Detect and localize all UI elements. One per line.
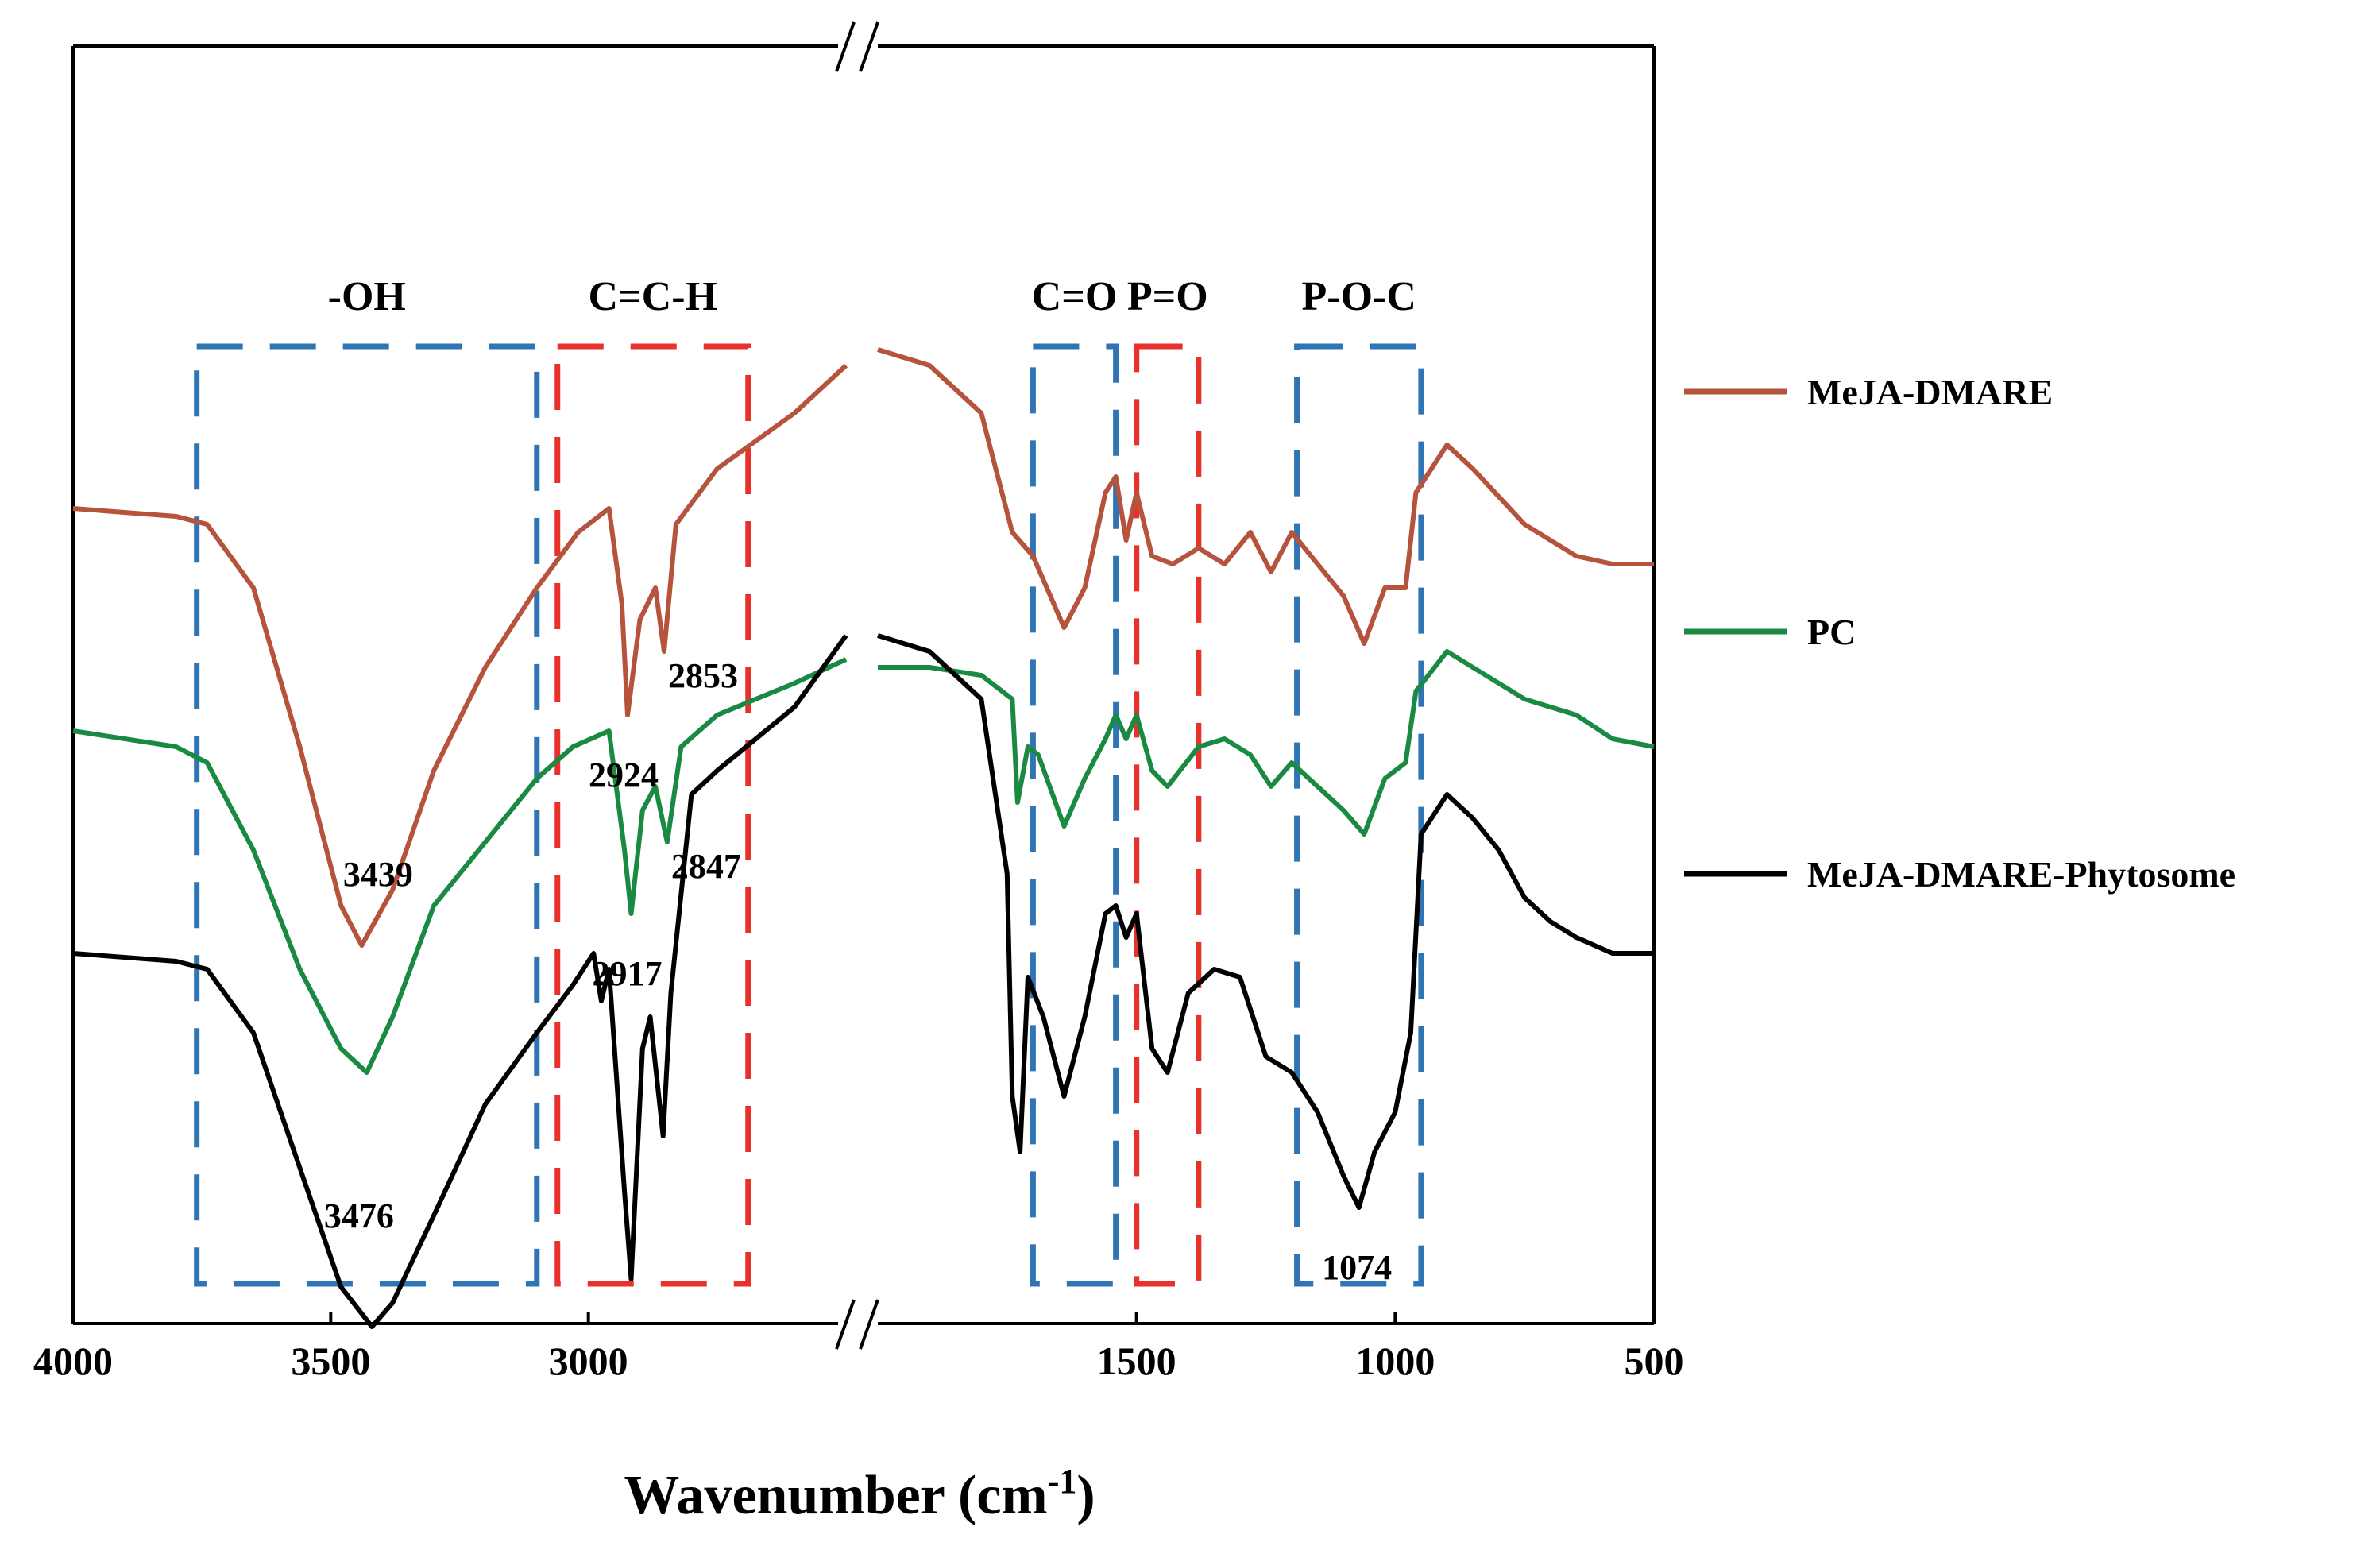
region-box-4 xyxy=(1294,343,1424,1287)
x-tick-label-1: 3500 xyxy=(291,1339,370,1383)
x-axis-label-close: ) xyxy=(1076,1465,1095,1526)
series-line-1-left xyxy=(72,657,848,1075)
axis-break-marks xyxy=(835,21,879,1350)
legend: MeJA-DMARE PC MeJA-DMARE-Phytosome xyxy=(1684,372,2235,895)
x-tick-label-0: 4000 xyxy=(33,1339,113,1383)
break-mark-bottom-1 xyxy=(835,1299,856,1350)
x-axis-label-sup: -1 xyxy=(1048,1462,1077,1501)
region-box-1 xyxy=(554,343,751,1287)
region-box-3 xyxy=(1134,343,1202,1287)
region-label-4: P-O-C xyxy=(1302,274,1416,319)
plot-frame xyxy=(71,44,1656,1325)
spectra xyxy=(72,347,1655,1329)
x-tick-label-4: 1000 xyxy=(1355,1339,1435,1383)
legend-label-0: MeJA-DMARE xyxy=(1807,372,2053,412)
x-tick-label-3: 1500 xyxy=(1097,1339,1176,1383)
x-axis-label-main: Wavenumber (cm xyxy=(624,1465,1047,1526)
peak-labels: 3439 2924 2853 2917 2847 3476 1074 xyxy=(324,656,1392,1287)
region-box-2 xyxy=(1030,343,1119,1287)
x-axis-label: Wavenumber (cm-1) xyxy=(624,1462,1095,1526)
x-tick-label-2: 3000 xyxy=(549,1339,628,1383)
region-box-0 xyxy=(194,343,540,1287)
series-line-1-right xyxy=(878,649,1655,837)
legend-label-2: MeJA-DMARE-Phytosome xyxy=(1807,854,2235,895)
break-mark-top-2 xyxy=(859,21,879,72)
region-boxes: -OH C=C-H C=O P=O P-O-C xyxy=(194,274,1424,1287)
region-label-0: -OH xyxy=(328,274,406,319)
series-line-2-left xyxy=(72,634,848,1329)
peak-label-0-1: 2924 xyxy=(589,756,659,794)
x-axis-ticks: 4000 3500 3000 1500 1000 500 xyxy=(33,1312,1684,1383)
series-line-0-right xyxy=(877,347,1654,646)
peak-label-0-0: 3439 xyxy=(343,855,413,894)
series-line-2-right xyxy=(877,633,1654,1210)
peak-label-0-2: 2853 xyxy=(668,656,738,695)
peak-label-2-1: 1074 xyxy=(1322,1248,1392,1287)
x-tick-label-5: 500 xyxy=(1625,1339,1684,1383)
break-mark-bottom-2 xyxy=(859,1299,879,1350)
break-mark-top-1 xyxy=(835,21,856,72)
peak-label-1-0: 2917 xyxy=(593,954,663,993)
series-line-0-left xyxy=(72,363,848,948)
region-label-2: C=O xyxy=(1032,274,1118,319)
region-label-1: C=C-H xyxy=(589,274,718,319)
peak-label-2-0: 3476 xyxy=(324,1196,394,1235)
region-label-3: P=O xyxy=(1127,274,1208,319)
legend-label-1: PC xyxy=(1807,612,1856,652)
peak-label-1-1: 2847 xyxy=(671,847,741,886)
